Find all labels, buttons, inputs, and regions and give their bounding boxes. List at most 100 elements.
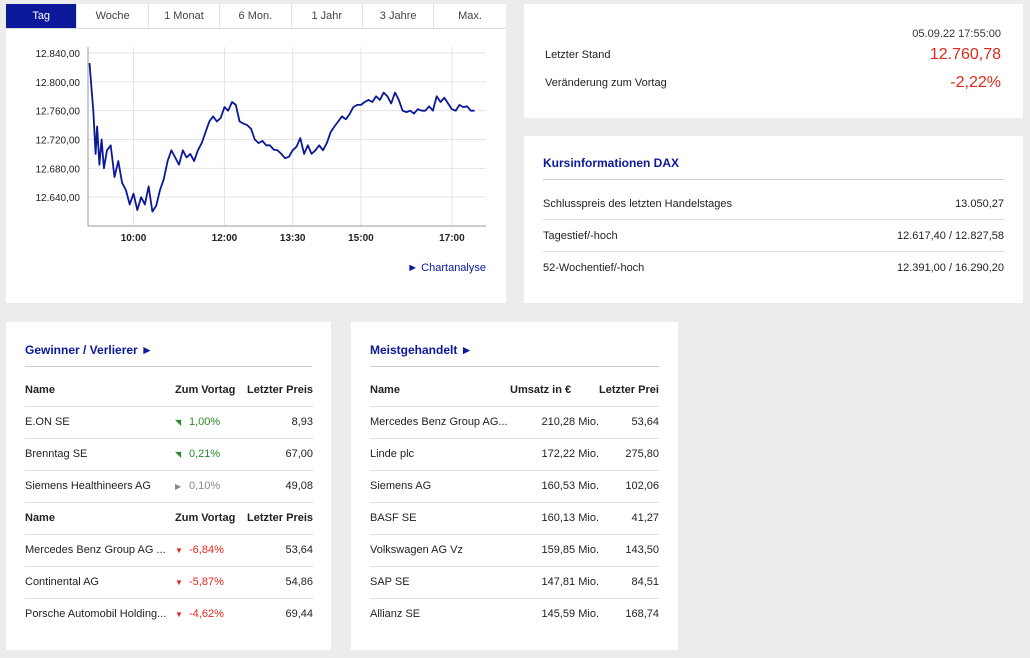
column-header-price: Letzter Preis	[247, 374, 313, 407]
stock-name-link[interactable]: BASF SE	[370, 502, 510, 535]
table-row[interactable]: E.ON SE ◥ 1,00% 8,93	[25, 406, 313, 439]
table-row[interactable]: Mercedes Benz Group AG... 210,28 Mio. 53,6…	[370, 406, 659, 439]
change-value: 1,00%	[189, 416, 221, 428]
table-row[interactable]: Mercedes Benz Group AG ... ▼ -6,84% 53,64	[25, 534, 313, 567]
gewinner-verlierer-panel: Gewinner / Verlierer ► Name Zum Vortag Let…	[6, 322, 331, 650]
table-row[interactable]: SAP SE 147,81 Mio. 84,51	[370, 566, 659, 599]
umsatz-value: 160,53 Mio.	[510, 470, 599, 503]
price-value: 143,50	[599, 534, 659, 567]
info-value: 12.391,00 / 16.290,20	[896, 262, 1004, 274]
info-label: Schlusspreis des letzten Handelstages	[543, 197, 732, 210]
price-value: 67,00	[247, 438, 313, 471]
stock-name-link[interactable]: Siemens Healthineers AG	[25, 470, 175, 503]
table-header-row: Name Zum Vortag Letzter Preis	[25, 502, 313, 535]
stock-name-link[interactable]: Porsche Automobil Holding...	[25, 608, 167, 621]
last-value-row: Letzter Stand 12.760,78	[545, 46, 1001, 64]
umsatz-value: 160,13 Mio.	[510, 502, 599, 535]
change-value: 0,21%	[189, 448, 221, 460]
chartanalyse-link[interactable]: ► Chartanalyse	[407, 262, 486, 274]
gewinner-verlierer-title[interactable]: Gewinner / Verlierer ►	[25, 343, 312, 367]
x-tick-label: 15:00	[348, 233, 374, 244]
stock-name-link[interactable]: E.ON SE	[25, 406, 175, 439]
arrow-right-icon: ▶	[175, 482, 182, 491]
stock-name-link[interactable]: Continental AG	[25, 566, 175, 599]
change-value: 0,10%	[189, 480, 221, 492]
chart-panel: Tag Woche 1 Monat 6 Mon. 1 Jahr 3 Jahre …	[6, 4, 506, 303]
kursinformationen-title: Kursinformationen DAX	[543, 156, 1004, 180]
arrow-down-icon: ▼	[175, 610, 183, 620]
change-row: Veränderung zum Vortag -2,22%	[545, 74, 1001, 92]
info-value: 12.617,40 / 12.827,58	[896, 229, 1004, 242]
stock-name-link[interactable]: Volkswagen AG Vz	[370, 534, 510, 567]
arrow-up-icon: ◥	[175, 450, 182, 459]
price-value: 275,80	[599, 438, 659, 471]
column-header-2: Zum Vortag	[175, 502, 247, 535]
umsatz-value: 172,22 Mio.	[510, 438, 599, 471]
info-row-tagestief: Tagestief/-hoch 12.617,40 / 12.827,58	[543, 220, 1004, 252]
arrow-up-icon: ◥	[175, 418, 182, 427]
tab-tag[interactable]: Tag	[6, 4, 78, 28]
umsatz-value: 210,28 Mio.	[510, 406, 599, 439]
price-value: 102,06	[599, 470, 659, 503]
table-row[interactable]: Siemens Healthineers AG ▶ 0,10% 49,08	[25, 470, 313, 503]
umsatz-value: 147,81 Mio.	[510, 566, 599, 599]
table-row[interactable]: Siemens AG 160,53 Mio. 102,06	[370, 470, 659, 503]
table-row[interactable]: Allianz SE 145,59 Mio. 168,74	[370, 598, 659, 630]
column-header-2: Zum Vortag	[175, 374, 247, 407]
info-row-52-wochen: 52-Wochentief/-hoch 12.391,00 / 16.290,2…	[543, 252, 1004, 284]
table-row[interactable]: Volkswagen AG Vz 159,85 Mio. 143,50	[370, 534, 659, 567]
change-value: -2,22%	[950, 74, 1001, 91]
price-value: 168,74	[625, 608, 659, 621]
tab-max[interactable]: Max.	[458, 10, 482, 22]
info-value: 13.050,27	[955, 197, 1004, 210]
x-tick-label: 17:00	[439, 233, 465, 244]
x-tick-label: 12:00	[212, 233, 238, 244]
change-label: Veränderung zum Vortag	[545, 77, 667, 89]
stock-name-link[interactable]: Siemens AG	[370, 470, 510, 503]
table-header-row: Name Umsatz in € Letzter Preis	[370, 374, 659, 407]
table-row[interactable]: Linde plc 172,22 Mio. 275,80	[370, 438, 659, 471]
column-header-price: Letzter Preis	[599, 374, 659, 407]
change-value: -6,84%	[189, 544, 224, 556]
table-header-row: Name Zum Vortag Letzter Preis	[25, 374, 313, 407]
tab-1-monat[interactable]: 1 Monat	[149, 4, 221, 28]
stock-name-link[interactable]: Mercedes Benz Group AG...	[370, 406, 510, 439]
price-value: 8,93	[247, 406, 313, 439]
table-row[interactable]: Continental AG ▼ -5,87% 54,86	[25, 566, 313, 599]
tab-woche[interactable]: Woche	[77, 4, 149, 28]
change-cell: ◥ 1,00%	[175, 406, 247, 439]
dax-series-line	[88, 63, 475, 213]
table-row[interactable]: Porsche Automobil Holding... ▼ -4,62% 69,44	[25, 598, 313, 630]
info-label: Tagestief/-hoch	[543, 229, 618, 242]
column-header-2: Umsatz in €	[510, 374, 599, 407]
y-tick-label: 12.720,00	[36, 136, 81, 147]
tab-3-jahre[interactable]: 3 Jahre	[363, 4, 435, 28]
change-value: -4,62%	[189, 608, 224, 621]
stock-name-link[interactable]: Brenntag SE	[25, 438, 175, 471]
y-tick-label: 12.680,00	[36, 164, 81, 175]
meistgehandelt-panel: Meistgehandelt ► Name Umsatz in € Letzter …	[351, 322, 678, 650]
tab-1-jahr[interactable]: 1 Jahr	[292, 4, 363, 28]
info-row-schlusspreis: Schlusspreis des letzten Handelstages 13…	[543, 188, 1004, 220]
kursinformationen-panel: Kursinformationen DAX Schlusspreis des l…	[524, 136, 1023, 303]
arrow-down-icon: ▼	[175, 546, 183, 555]
table-row[interactable]: BASF SE 160,13 Mio. 41,27	[370, 502, 659, 535]
y-tick-label: 12.640,00	[36, 193, 81, 204]
stock-name-link[interactable]: Allianz SE	[370, 608, 421, 621]
table-row[interactable]: Brenntag SE ◥ 0,21% 67,00	[25, 438, 313, 471]
stock-name-link[interactable]: Mercedes Benz Group AG ...	[25, 534, 175, 567]
column-header-price: Letzter Preis	[247, 502, 313, 535]
stock-name-link[interactable]: Linde plc	[370, 438, 510, 471]
change-cell: ▼ -6,84%	[175, 534, 247, 567]
arrow-down-icon: ▼	[175, 578, 183, 587]
change-value: -5,87%	[189, 576, 224, 588]
price-value: 49,08	[247, 470, 313, 503]
meistgehandelt-table: Name Umsatz in € Letzter Preis Mercedes Ben…	[370, 374, 659, 630]
price-value: 53,64	[247, 534, 313, 567]
tab-6-mon[interactable]: 6 Mon.	[220, 4, 292, 28]
column-header-name: Name	[370, 374, 510, 407]
stock-name-link[interactable]: SAP SE	[370, 566, 510, 599]
umsatz-value: 145,59 Mio.	[541, 608, 599, 621]
meistgehandelt-title[interactable]: Meistgehandelt ►	[370, 343, 659, 367]
intraday-line-chart[interactable]: 12.640,00 12.680,00 12.720,00 12.760,00 12.8…	[6, 29, 506, 274]
